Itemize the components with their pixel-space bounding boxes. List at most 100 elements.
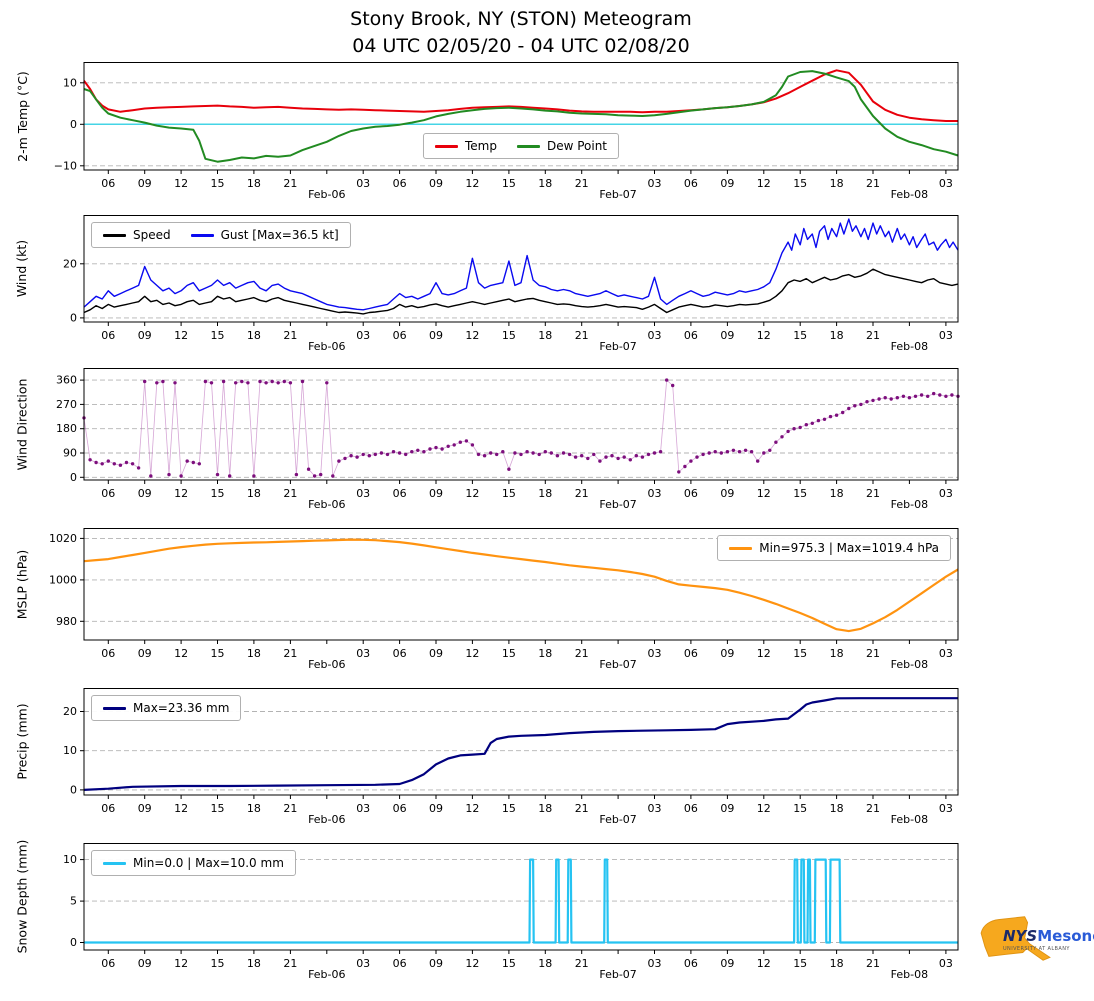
xtick-label: 06: [684, 647, 698, 660]
xtick-label: Feb-08: [891, 813, 928, 826]
xtick-label: 03: [648, 647, 662, 660]
xtick-label: Feb-06: [308, 658, 345, 671]
legend-item: Min=0.0 | Max=10.0 mm: [103, 856, 284, 870]
xtick-label: 12: [174, 802, 188, 815]
logo-tagline: UNIVERSITY AT ALBANY: [1003, 946, 1070, 952]
xtick-label: 18: [538, 802, 552, 815]
xtick-label: 15: [211, 329, 225, 342]
xtick-label: 15: [502, 647, 516, 660]
legend-item: Gust [Max=36.5 kt]: [190, 228, 339, 242]
xtick-label: Feb-07: [599, 658, 636, 671]
legend-item: Max=23.36 mm: [103, 701, 229, 715]
xtick-label: 15: [211, 957, 225, 970]
ytick-label: 0: [70, 783, 77, 796]
xtick-label: 21: [866, 487, 880, 500]
xtick-label: 21: [283, 802, 297, 815]
xtick-label: Feb-08: [891, 498, 928, 511]
xtick-label: 06: [684, 802, 698, 815]
legend-snow: Min=0.0 | Max=10.0 mm: [91, 850, 296, 876]
xtick-label: 12: [174, 647, 188, 660]
ytick-label: 10: [63, 853, 77, 866]
xtick-label: 18: [830, 487, 844, 500]
xtick-label: 21: [575, 487, 589, 500]
legend-label: Min=0.0 | Max=10.0 mm: [133, 856, 284, 870]
xtick-label: 06: [393, 647, 407, 660]
ytick-label: −10: [54, 159, 77, 172]
xtick-label: 03: [648, 957, 662, 970]
series-precip: [83, 697, 958, 791]
xtick-label: Feb-07: [599, 498, 636, 511]
xtick-label: 09: [720, 647, 734, 660]
legend-line-swatch: [103, 861, 126, 865]
xtick-label: 12: [757, 329, 771, 342]
series-speed: [83, 268, 959, 315]
xtick-label: 12: [757, 647, 771, 660]
xtick-label: 09: [138, 177, 152, 190]
xtick-label: 06: [684, 487, 698, 500]
series-wind-direction: [83, 379, 959, 477]
series-snow-depth: [84, 858, 958, 944]
panel-snow: 0 5 10 06 09 12 15 18 21 Feb-06 03 06 09 12 15 18 21 Feb-…: [63, 843, 959, 981]
xtick-label: Feb-08: [891, 658, 928, 671]
legend-item: Temp: [434, 139, 497, 153]
xtick-label: 12: [757, 957, 771, 970]
xtick-label: 15: [211, 647, 225, 660]
xtick-label: 21: [575, 647, 589, 660]
xtick-label: 18: [247, 177, 261, 190]
xtick-label: 18: [830, 329, 844, 342]
xtick-label: 09: [429, 329, 443, 342]
xtick-label: 03: [939, 487, 953, 500]
xtick-label: 15: [793, 957, 807, 970]
panel-temp: −10 0 10 06 09 12 15 18 21 Feb-06 03 06 09 12 15 18 21 Fe…: [54, 62, 959, 201]
series-mslp: [83, 538, 959, 633]
xtick-label: 15: [793, 329, 807, 342]
legend-temp: Temp Dew Point: [422, 133, 620, 159]
xtick-label: 12: [757, 487, 771, 500]
xtick-label: 09: [429, 177, 443, 190]
series-temp: [83, 69, 958, 122]
xtick-label: 09: [429, 802, 443, 815]
xtick-label: 21: [575, 802, 589, 815]
xtick-label: 21: [575, 329, 589, 342]
xtick-label: 15: [793, 177, 807, 190]
ytick-label: 90: [63, 447, 77, 460]
xtick-label: 06: [101, 957, 115, 970]
xtick-label: 21: [866, 647, 880, 660]
xtick-label: 09: [720, 802, 734, 815]
xtick-label: 21: [575, 957, 589, 970]
xtick-label: 06: [393, 802, 407, 815]
xtick-label: 09: [720, 487, 734, 500]
chart-title-line1: Stony Brook, NY (STON) Meteogram: [350, 8, 692, 30]
xtick-label: Feb-08: [891, 188, 928, 201]
xtick-label: 03: [356, 177, 370, 190]
xtick-label: 18: [538, 329, 552, 342]
xtick-label: 09: [138, 647, 152, 660]
xtick-label: 21: [866, 177, 880, 190]
xtick-label: 06: [101, 177, 115, 190]
series-dew-point: [83, 70, 959, 163]
legend-item: Speed: [103, 228, 171, 242]
xtick-label: 15: [793, 647, 807, 660]
xtick-label: 03: [648, 802, 662, 815]
legend-line-swatch: [729, 546, 753, 550]
legend-label: Temp: [464, 139, 497, 153]
xtick-label: 03: [356, 802, 370, 815]
legend-line-swatch: [434, 144, 458, 148]
xtick-label: Feb-08: [891, 340, 928, 353]
xtick-label: Feb-06: [308, 813, 345, 826]
logo-text: NYSMesonet UNIVERSITY AT ALBANY: [1003, 926, 1094, 952]
xtick-label: Feb-06: [308, 188, 345, 201]
logo-text-mesonet: Mesonet: [1037, 927, 1094, 945]
ytick-label: 10: [63, 76, 77, 89]
xtick-label: 03: [648, 177, 662, 190]
xtick-label: 06: [393, 957, 407, 970]
legend-mslp: Min=975.3 | Max=1019.4 hPa: [717, 535, 951, 561]
xtick-label: Feb-07: [599, 188, 636, 201]
xtick-label: Feb-07: [599, 340, 636, 353]
xtick-label: 09: [138, 487, 152, 500]
xtick-label: 21: [283, 957, 297, 970]
xtick-label: 09: [720, 329, 734, 342]
xtick-label: 12: [757, 802, 771, 815]
legend-label: Max=23.36 mm: [133, 701, 230, 715]
xtick-label: 15: [502, 329, 516, 342]
